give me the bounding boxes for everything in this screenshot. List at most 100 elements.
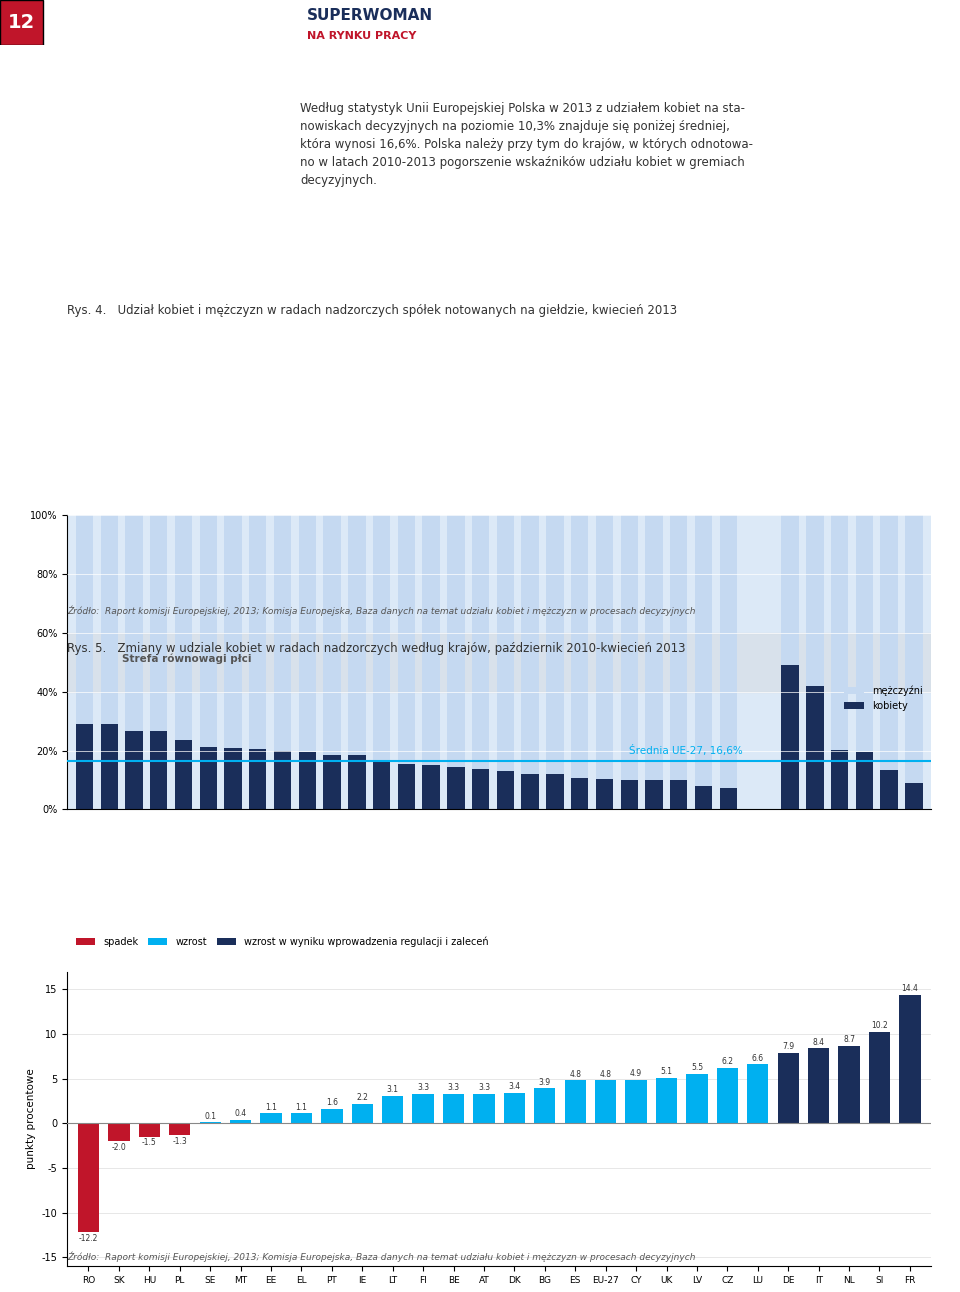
Bar	[656, 1078, 677, 1123]
Text: 0.4: 0.4	[234, 1109, 247, 1118]
Bar	[626, 1080, 647, 1123]
Text: 14.4: 14.4	[901, 985, 919, 994]
Bar	[855, 752, 873, 810]
Bar	[447, 767, 465, 810]
Bar	[397, 514, 415, 810]
Bar	[806, 514, 824, 810]
Bar	[720, 514, 737, 810]
Text: 6.6: 6.6	[752, 1053, 764, 1062]
Bar	[324, 755, 341, 810]
Bar	[521, 514, 539, 810]
Bar	[274, 514, 291, 810]
Bar	[496, 514, 514, 810]
Text: 4.9: 4.9	[630, 1068, 642, 1078]
Bar	[225, 748, 242, 810]
Bar	[299, 514, 316, 810]
Text: 10.2: 10.2	[871, 1022, 888, 1031]
Bar	[443, 1094, 465, 1123]
Text: 8.4: 8.4	[812, 1037, 825, 1047]
Bar	[546, 774, 564, 810]
Bar	[670, 514, 687, 810]
Text: 2.2: 2.2	[356, 1093, 369, 1102]
Text: -1.3: -1.3	[173, 1137, 187, 1146]
Bar	[504, 1093, 525, 1123]
Bar	[645, 780, 662, 810]
Text: Rys. 5.   Zmiany w udziale kobiet w radach nadzorczych według krajów, październi: Rys. 5. Zmiany w udziale kobiet w radach…	[67, 642, 685, 655]
Bar	[101, 514, 118, 810]
Bar	[546, 514, 564, 810]
Bar	[778, 1053, 799, 1123]
Text: 3.3: 3.3	[417, 1083, 429, 1092]
Text: 7.9: 7.9	[782, 1041, 794, 1050]
Text: 3.3: 3.3	[478, 1083, 490, 1092]
Bar	[472, 769, 490, 810]
Text: 12: 12	[8, 13, 35, 32]
Bar	[447, 514, 465, 810]
Bar	[382, 1096, 403, 1123]
Bar	[351, 1103, 372, 1123]
Bar	[905, 514, 923, 810]
Bar	[348, 756, 366, 810]
Text: 5.1: 5.1	[660, 1067, 673, 1076]
Text: 3.3: 3.3	[447, 1083, 460, 1092]
Bar	[695, 514, 712, 810]
Bar	[880, 770, 898, 810]
FancyBboxPatch shape	[0, 0, 43, 45]
Bar	[175, 740, 192, 810]
Text: Średnia UE-27, 16,6%: Średnia UE-27, 16,6%	[629, 745, 743, 756]
Text: Według statystyk Unii Europejskiej Polska w 2013 z udziałem kobiet na sta-
nowis: Według statystyk Unii Europejskiej Polsk…	[300, 102, 754, 187]
Text: 0.1: 0.1	[204, 1111, 216, 1120]
Bar	[169, 1123, 190, 1134]
Bar	[473, 1094, 494, 1123]
Text: NA RYNKU PRACY: NA RYNKU PRACY	[307, 31, 417, 41]
Bar	[200, 747, 217, 810]
Bar	[806, 686, 824, 810]
Bar	[781, 514, 799, 810]
Bar	[855, 514, 873, 810]
Bar	[831, 749, 849, 810]
Bar	[695, 786, 712, 810]
Bar	[230, 1120, 252, 1123]
Bar	[76, 724, 93, 810]
Bar	[274, 751, 291, 810]
Bar	[413, 1094, 434, 1123]
Bar	[372, 514, 391, 810]
Text: 4.8: 4.8	[569, 1070, 581, 1079]
Text: Źródło:  Raport komisji Europejskiej, 2013; Komisja Europejska, Baza danych na t: Źródło: Raport komisji Europejskiej, 201…	[67, 1251, 696, 1262]
Bar	[250, 514, 267, 810]
Bar	[831, 514, 849, 810]
Bar	[900, 995, 921, 1123]
Bar	[260, 1114, 281, 1123]
Bar	[67, 633, 931, 691]
Bar	[620, 779, 637, 810]
Bar	[225, 514, 242, 810]
Legend: mężczyźni, kobiety: mężczyźni, kobiety	[841, 682, 926, 714]
Bar	[905, 783, 923, 810]
Bar	[564, 1080, 586, 1123]
Bar	[322, 1109, 343, 1123]
Bar	[348, 514, 366, 810]
Bar	[101, 724, 118, 810]
Bar	[496, 771, 514, 810]
Y-axis label: punkty procentowe: punkty procentowe	[26, 1068, 36, 1169]
Text: Rys. 4.   Udział kobiet i mężczyzn w radach nadzorczych spółek notowanych na gie: Rys. 4. Udział kobiet i mężczyzn w radac…	[67, 305, 678, 318]
Bar	[747, 1065, 768, 1123]
Bar	[175, 514, 192, 810]
Bar	[78, 1123, 99, 1233]
Text: 1.6: 1.6	[325, 1098, 338, 1107]
Text: Źródło:  Raport komisji Europejskiej, 2013; Komisja Europejska, Baza danych na t: Źródło: Raport komisji Europejskiej, 201…	[67, 605, 696, 616]
Bar	[869, 1032, 890, 1123]
Bar	[126, 730, 143, 810]
Bar	[150, 514, 167, 810]
Text: -12.2: -12.2	[79, 1234, 98, 1243]
Bar	[422, 514, 440, 810]
Bar	[838, 1045, 860, 1123]
Bar	[422, 765, 440, 810]
Bar	[472, 514, 490, 810]
Text: 3.1: 3.1	[387, 1085, 398, 1094]
Bar	[686, 1074, 708, 1123]
Text: 8.7: 8.7	[843, 1035, 855, 1044]
Bar	[596, 514, 613, 810]
Text: -1.5: -1.5	[142, 1138, 156, 1147]
Bar	[880, 514, 898, 810]
